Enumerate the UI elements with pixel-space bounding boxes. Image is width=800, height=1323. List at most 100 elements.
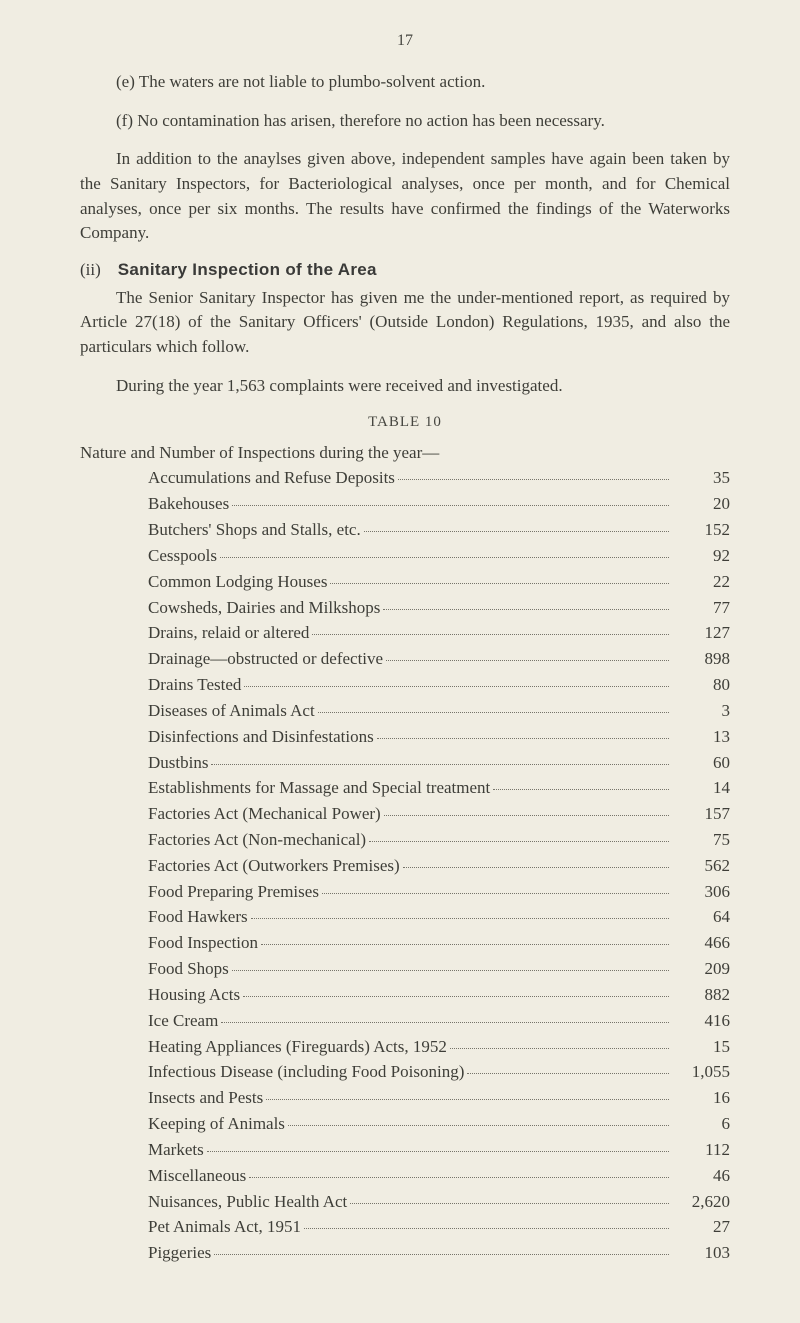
table-row: Factories Act (Outworkers Premises)562 — [148, 853, 730, 879]
table-row-label: Accumulations and Refuse Deposits — [148, 465, 395, 491]
table-row-value: 898 — [674, 646, 730, 672]
dot-leader — [384, 815, 669, 816]
dot-leader — [251, 918, 669, 919]
table-row-label: Diseases of Animals Act — [148, 698, 315, 724]
table-row: Pet Animals Act, 195127 — [148, 1214, 730, 1240]
table-row-label: Drainage—obstructed or defective — [148, 646, 383, 672]
paragraph-f: (f) No contamination has arisen, therefo… — [80, 109, 730, 134]
table-row-label: Common Lodging Houses — [148, 569, 327, 595]
table-row: Accumulations and Refuse Deposits 35 — [148, 465, 730, 491]
table-row-value: 209 — [674, 956, 730, 982]
table-row-value: 92 — [674, 543, 730, 569]
table-row: Food Preparing Premises 306 — [148, 879, 730, 905]
dot-leader — [207, 1151, 669, 1152]
table-row-value: 416 — [674, 1008, 730, 1034]
dot-leader — [377, 738, 669, 739]
dot-leader — [383, 609, 669, 610]
table-row: Nuisances, Public Health Act2,620 — [148, 1189, 730, 1215]
section-ii-during: During the year 1,563 complaints were re… — [80, 374, 730, 399]
inspection-table: Accumulations and Refuse Deposits35Bakeh… — [80, 465, 730, 1266]
table-row-label: Keeping of Animals — [148, 1111, 285, 1137]
table-row-label: Drains, relaid or altered — [148, 620, 309, 646]
table-row: Food Inspection 466 — [148, 930, 730, 956]
dot-leader — [312, 634, 669, 635]
dot-leader — [398, 479, 669, 480]
table-row-value: 13 — [674, 724, 730, 750]
table-row-value: 27 — [674, 1214, 730, 1240]
table-row-value: 882 — [674, 982, 730, 1008]
dot-leader — [232, 970, 669, 971]
table-row-label: Butchers' Shops and Stalls, etc. — [148, 517, 361, 543]
table-row-label: Ice Cream — [148, 1008, 218, 1034]
dot-leader — [403, 867, 669, 868]
table-row-label: Food Inspection — [148, 930, 258, 956]
table-row-value: 64 — [674, 904, 730, 930]
table-row-value: 75 — [674, 827, 730, 853]
table-row: Drainage—obstructed or defective 898 — [148, 646, 730, 672]
table-row: Markets112 — [148, 1137, 730, 1163]
table-row-value: 1,055 — [674, 1059, 730, 1085]
table-row-value: 35 — [674, 465, 730, 491]
dot-leader — [318, 712, 669, 713]
table-row-value: 466 — [674, 930, 730, 956]
dot-leader — [243, 996, 669, 997]
table-row-value: 306 — [674, 879, 730, 905]
table-row-label: Food Preparing Premises — [148, 879, 319, 905]
table-row-label: Housing Acts — [148, 982, 240, 1008]
dot-leader — [322, 893, 669, 894]
paragraph-e: (e) The waters are not liable to plumbo-… — [80, 70, 730, 95]
table-row-value: 60 — [674, 750, 730, 776]
table-row-label: Heating Appliances (Fireguards) Acts, 19… — [148, 1034, 447, 1060]
table-row: Cesspools 92 — [148, 543, 730, 569]
table-row-value: 80 — [674, 672, 730, 698]
table-row-label: Food Hawkers — [148, 904, 248, 930]
table-row-value: 103 — [674, 1240, 730, 1266]
table-row-value: 20 — [674, 491, 730, 517]
table-row-value: 112 — [674, 1137, 730, 1163]
table-label: TABLE 10 — [80, 414, 730, 431]
table-row-label: Insects and Pests — [148, 1085, 263, 1111]
dot-leader — [288, 1125, 669, 1126]
table-row-value: 157 — [674, 801, 730, 827]
table-row-value: 3 — [674, 698, 730, 724]
dot-leader — [369, 841, 669, 842]
dot-leader — [364, 531, 669, 532]
table-row-label: Factories Act (Non-mechanical) — [148, 827, 366, 853]
table-row-value: 46 — [674, 1163, 730, 1189]
dot-leader — [244, 686, 669, 687]
table-row-value: 152 — [674, 517, 730, 543]
dot-leader — [330, 583, 669, 584]
table-row-label: Cesspools — [148, 543, 217, 569]
table-row: Butchers' Shops and Stalls, etc. 152 — [148, 517, 730, 543]
dot-leader — [214, 1254, 669, 1255]
dot-leader — [221, 1022, 669, 1023]
section-ii-label: (ii) — [80, 260, 101, 279]
dot-leader — [493, 789, 669, 790]
table-row-label: Food Shops — [148, 956, 229, 982]
table-row: Drains, relaid or altered 127 — [148, 620, 730, 646]
dot-leader — [249, 1177, 669, 1178]
table-row-label: Infectious Disease (including Food Poiso… — [148, 1059, 464, 1085]
table-row: Heating Appliances (Fireguards) Acts, 19… — [148, 1034, 730, 1060]
dot-leader — [304, 1228, 669, 1229]
table-row-value: 15 — [674, 1034, 730, 1060]
table-row-value: 127 — [674, 620, 730, 646]
table-row-value: 6 — [674, 1111, 730, 1137]
table-row: Dustbins60 — [148, 750, 730, 776]
table-row: Keeping of Animals 6 — [148, 1111, 730, 1137]
dot-leader — [467, 1073, 669, 1074]
table-row-label: Piggeries — [148, 1240, 211, 1266]
table-row-label: Factories Act (Mechanical Power) — [148, 801, 381, 827]
table-row: Cowsheds, Dairies and Milkshops77 — [148, 595, 730, 621]
table-row-label: Disinfections and Disinfestations — [148, 724, 374, 750]
table-row-label: Factories Act (Outworkers Premises) — [148, 853, 400, 879]
table-row: Factories Act (Mechanical Power) 157 — [148, 801, 730, 827]
dot-leader — [261, 944, 669, 945]
table-row: Food Shops 209 — [148, 956, 730, 982]
table-row: Infectious Disease (including Food Poiso… — [148, 1059, 730, 1085]
dot-leader — [266, 1099, 669, 1100]
table-row: Drains Tested80 — [148, 672, 730, 698]
dot-leader — [350, 1203, 669, 1204]
dot-leader — [450, 1048, 669, 1049]
table-row-label: Establishments for Massage and Special t… — [148, 775, 490, 801]
